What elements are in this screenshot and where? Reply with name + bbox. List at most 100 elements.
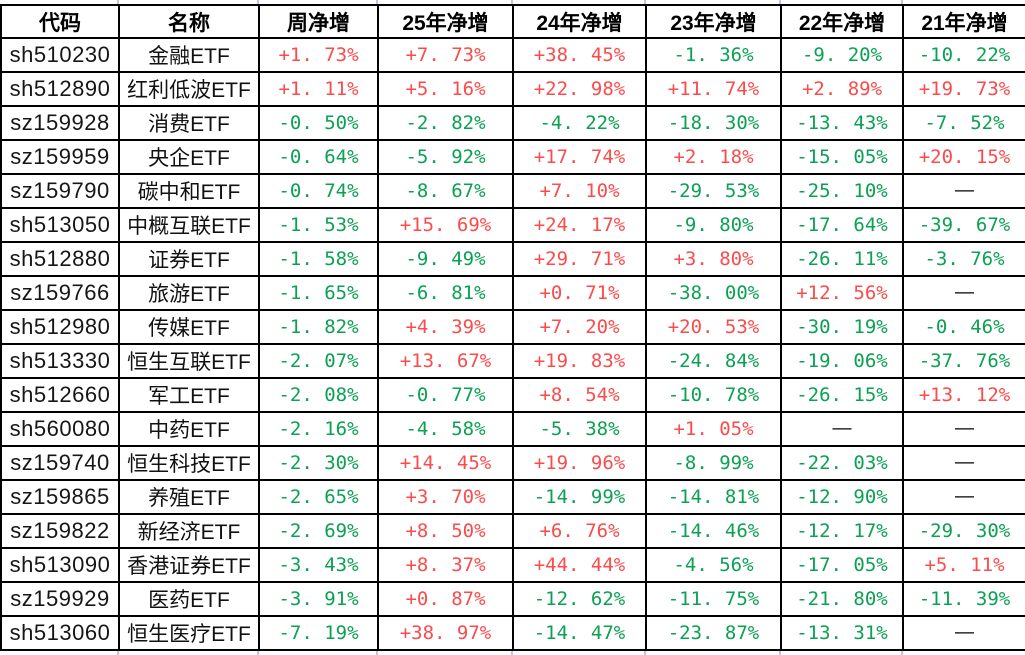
cell-y2024-value: -14. 47% xyxy=(512,615,647,651)
cell-code: sz159740 xyxy=(0,445,120,481)
cell-y2024-value: +7. 20% xyxy=(512,309,647,345)
cell-week-value: -2. 16% xyxy=(258,411,379,447)
cell-y2025-value: -5. 92% xyxy=(377,139,514,175)
cell-y2022-value: -17. 05% xyxy=(780,547,904,583)
cell-code: sh512660 xyxy=(0,377,120,413)
cell-y2024-value: +38. 45% xyxy=(512,37,647,73)
cell-y2025-value: -6. 81% xyxy=(377,275,514,311)
cell-y2021-value: -11. 39% xyxy=(902,581,1025,617)
cell-code: sz159822 xyxy=(0,513,120,549)
cell-y2023-value: +11. 74% xyxy=(645,71,782,107)
cell-y2021-value: -29. 30% xyxy=(902,513,1025,549)
table-row: sz159928 消费ETF -0. 50% -2. 82% -4. 22% -18. 3… xyxy=(0,105,1025,141)
cell-week-value: -2. 07% xyxy=(258,343,379,379)
cell-y2025-value: +38. 97% xyxy=(377,615,514,651)
cell-y2021-value: +19. 73% xyxy=(902,71,1025,107)
table-row: sz159740 恒生科技ETF -2. 30% +14. 45% +19. 96% -8… xyxy=(0,445,1025,481)
cell-no-data: — xyxy=(902,445,1025,481)
cell-no-data: — xyxy=(902,275,1025,311)
cell-y2022-value: -25. 10% xyxy=(780,173,904,209)
cell-y2025-value: +0. 87% xyxy=(377,581,514,617)
cell-name: 红利低波ETF xyxy=(118,71,260,107)
cell-y2025-value: -8. 67% xyxy=(377,173,514,209)
cell-name: 养殖ETF xyxy=(118,479,260,515)
cell-name: 央企ETF xyxy=(118,139,260,175)
header-cell-week: 周净增 xyxy=(258,4,379,39)
cell-y2023-value: -1. 36% xyxy=(645,37,782,73)
cell-code: sh513050 xyxy=(0,207,120,243)
cell-y2023-value: -4. 56% xyxy=(645,547,782,583)
cell-no-data: — xyxy=(780,411,904,447)
cell-code: sh513060 xyxy=(0,615,120,651)
table-row: sh513090 香港证券ETF -3. 43% +8. 37% +44. 44% -4.… xyxy=(0,547,1025,583)
cell-y2023-value: +20. 53% xyxy=(645,309,782,345)
gridline-strip-top xyxy=(0,0,1025,4)
cell-week-value: -0. 64% xyxy=(258,139,379,175)
cell-week-value: -1. 58% xyxy=(258,241,379,277)
cell-y2022-value: +12. 56% xyxy=(780,275,904,311)
cell-y2023-value: -29. 53% xyxy=(645,173,782,209)
cell-y2024-value: -14. 99% xyxy=(512,479,647,515)
cell-y2024-value: +44. 44% xyxy=(512,547,647,583)
cell-code: sh512980 xyxy=(0,309,120,345)
cell-y2021-value: +20. 15% xyxy=(902,139,1025,175)
header-cell-y2022: 22年净增 xyxy=(780,4,904,39)
cell-y2024-value: +22. 98% xyxy=(512,71,647,107)
cell-no-data: — xyxy=(902,615,1025,651)
cell-y2023-value: -23. 87% xyxy=(645,615,782,651)
cell-week-value: -7. 19% xyxy=(258,615,379,651)
cell-y2025-value: -0. 77% xyxy=(377,377,514,413)
cell-y2021-value: +13. 12% xyxy=(902,377,1025,413)
cell-y2021-value: -39. 67% xyxy=(902,207,1025,243)
cell-code: sz159928 xyxy=(0,105,120,141)
cell-name: 旅游ETF xyxy=(118,275,260,311)
cell-y2023-value: +3. 80% xyxy=(645,241,782,277)
cell-week-value: -3. 91% xyxy=(258,581,379,617)
cell-name: 香港证券ETF xyxy=(118,547,260,583)
header-cell-y2024: 24年净增 xyxy=(512,4,647,39)
cell-y2022-value: -9. 20% xyxy=(780,37,904,73)
grid-tick xyxy=(376,0,378,4)
grid-tick xyxy=(257,0,259,4)
cell-y2025-value: +8. 37% xyxy=(377,547,514,583)
table-row: sz159865 养殖ETF -2. 65% +3. 70% -14. 99% -14. … xyxy=(0,479,1025,515)
cell-no-data: — xyxy=(902,411,1025,447)
cell-y2022-value: -13. 31% xyxy=(780,615,904,651)
cell-code: sz159865 xyxy=(0,479,120,515)
grid-tick xyxy=(644,0,646,4)
cell-y2024-value: -4. 22% xyxy=(512,105,647,141)
cell-name: 中概互联ETF xyxy=(118,207,260,243)
cell-name: 金融ETF xyxy=(118,37,260,73)
cell-week-value: -0. 74% xyxy=(258,173,379,209)
cell-name: 新经济ETF xyxy=(118,513,260,549)
cell-y2022-value: -21. 80% xyxy=(780,581,904,617)
cell-week-value: -0. 50% xyxy=(258,105,379,141)
cell-y2024-value: +7. 10% xyxy=(512,173,647,209)
cell-name: 中药ETF xyxy=(118,411,260,447)
cell-week-value: -2. 65% xyxy=(258,479,379,515)
table-row: sz159959 央企ETF -0. 64% -5. 92% +17. 74% +2. 1… xyxy=(0,139,1025,175)
cell-y2025-value: +3. 70% xyxy=(377,479,514,515)
cell-y2024-value: +0. 71% xyxy=(512,275,647,311)
cell-y2024-value: +6. 76% xyxy=(512,513,647,549)
cell-y2025-value: +15. 69% xyxy=(377,207,514,243)
cell-week-value: -3. 43% xyxy=(258,547,379,583)
table-row: sh560080 中药ETF -2. 16% -4. 58% -5. 38% +1. 05… xyxy=(0,411,1025,447)
table-row: sh512880 证券ETF -1. 58% -9. 49% +29. 71% +3. 8… xyxy=(0,241,1025,277)
grid-tick xyxy=(117,0,119,4)
cell-y2024-value: +19. 96% xyxy=(512,445,647,481)
cell-y2023-value: -11. 75% xyxy=(645,581,782,617)
cell-y2022-value: -17. 64% xyxy=(780,207,904,243)
cell-name: 军工ETF xyxy=(118,377,260,413)
cell-week-value: -1. 82% xyxy=(258,309,379,345)
cell-y2021-value: -7. 52% xyxy=(902,105,1025,141)
table-row: sz159929 医药ETF -3. 91% +0. 87% -12. 62% -11. … xyxy=(0,581,1025,617)
cell-y2023-value: -8. 99% xyxy=(645,445,782,481)
cell-y2022-value: +2. 89% xyxy=(780,71,904,107)
table-header: 代码 名称 周净增 25年净增 24年净增 23年净增 22年净增 21年净增 xyxy=(0,4,1025,39)
cell-y2022-value: -15. 05% xyxy=(780,139,904,175)
cell-code: sh560080 xyxy=(0,411,120,447)
cell-y2023-value: -9. 80% xyxy=(645,207,782,243)
cell-y2024-value: +29. 71% xyxy=(512,241,647,277)
